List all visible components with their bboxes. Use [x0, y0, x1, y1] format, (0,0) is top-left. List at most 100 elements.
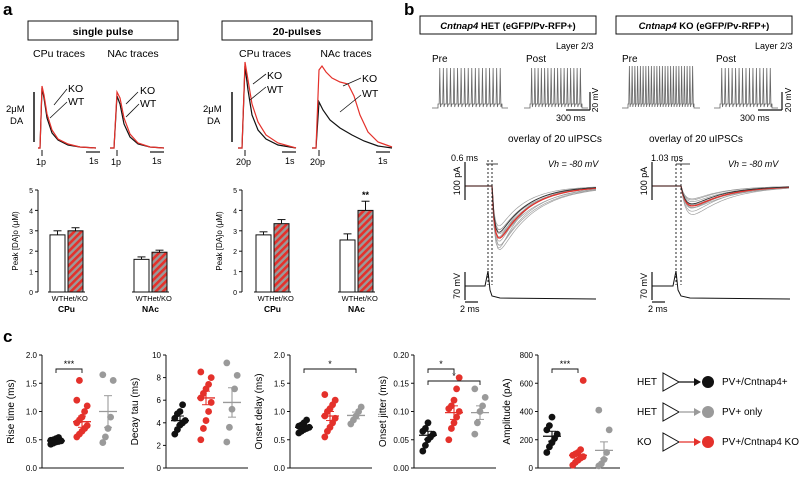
y-tick-label: 0 [29, 290, 33, 297]
group-label: CPu [264, 304, 281, 314]
y-tick-label: 0 [529, 464, 534, 473]
bar [339, 239, 356, 293]
y-tick-label: 6 [157, 396, 162, 405]
data-point [197, 436, 205, 444]
data-point [605, 426, 613, 434]
twenty-nac-ko-label: KO [362, 73, 377, 85]
data-point [424, 419, 432, 427]
data-point [83, 422, 91, 430]
data-point [107, 413, 114, 421]
data-point [223, 359, 231, 367]
group-label: NAc [348, 304, 365, 314]
data-point [548, 413, 556, 421]
single-nac-label: NAc traces [107, 48, 158, 60]
data-point [471, 430, 479, 438]
genotype-legend: HET PV+/Cntnap4+ HET PV+ only KO PV+/Cnt… [637, 372, 799, 452]
twenty-nac-wt-label: WT [362, 88, 379, 100]
single-pulse-title: single pulse [73, 26, 134, 38]
category-label: WT [136, 294, 148, 303]
data-point [81, 408, 88, 415]
data-point [321, 391, 329, 398]
het-delay-label: 0.6 ms [451, 153, 479, 163]
y-tick-label: 3 [29, 229, 33, 236]
ko-title-rest: KO (eGFP/Pv-RFP+) [677, 21, 770, 32]
twenty-pulses-header: 20-pulses [221, 20, 373, 41]
twenty-cpu-ko-label: KO [267, 70, 282, 82]
uipsc-trace [652, 185, 789, 201]
group-label: NAc [142, 304, 159, 314]
het-post-spike-train [524, 67, 588, 109]
ko-mv-spike-scale: 20 mV [783, 87, 793, 112]
uipsc-trace [652, 185, 790, 207]
y-tick-label: 5 [29, 188, 33, 195]
twenty-scale-label-2: DA [207, 116, 221, 127]
y-tick-label: 800 [520, 351, 534, 360]
ko-title-gene: Cntnap4 [639, 21, 678, 32]
data-point [600, 456, 608, 463]
data-point [76, 377, 83, 384]
legend-row-het-cntnap4: HET PV+/Cntnap4+ [637, 372, 788, 392]
het-recording: Cntnap4 HET (eGFP/Pv-RFP+) Layer 2/3 Pre… [419, 15, 602, 314]
y-tick-label: 2 [157, 441, 162, 450]
legend-row-ko: KO PV+/Cntnap4 KO [637, 432, 799, 452]
scatter-c-decay: 0 2 4 6 8 10 Decay tau (ms) [130, 351, 248, 473]
single-stim-label-nac: 1p [111, 157, 121, 167]
y-tick-label: 10 [152, 351, 161, 360]
ko-ms-spike-scale: 300 ms [740, 113, 770, 123]
data-point [543, 449, 551, 456]
y-tick-label: 1 [233, 270, 237, 277]
y-tick-label: 1.0 [274, 408, 286, 417]
category-label: WT [52, 294, 64, 303]
y-tick-label: 0.00 [393, 464, 409, 473]
het-ms-spike-scale: 300 ms [556, 113, 586, 123]
significance-bracket [303, 368, 357, 373]
ko-recording: Cntnap4 KO (eGFP/Pv-RFP+) Layer 2/3 Pre … [615, 15, 793, 314]
uipsc-trace [465, 185, 597, 233]
data-point [207, 374, 215, 381]
legend-label-1: PV+/Cntnap4+ [722, 377, 788, 388]
scatter-c-jitter: 0.00 0.05 0.10 0.15 0.20 Onset jitter (ms) * * [378, 351, 496, 473]
y-tick-label: 2.0 [274, 351, 286, 360]
data-point [321, 433, 329, 441]
bar [255, 234, 272, 293]
uipsc-trace [465, 185, 597, 239]
y-tick-label: 8 [157, 374, 162, 383]
significance-label: * [328, 359, 332, 369]
bar [67, 230, 84, 293]
single-scale-label-1: 2μM [6, 104, 25, 115]
uipsc-trace [465, 185, 597, 246]
uipsc-trace [465, 185, 596, 227]
legend-genotype-2: HET [637, 407, 657, 418]
y-axis-label: Onset jitter (ms) [378, 376, 389, 447]
svg-text:Cntnap4 HET (eGFP/Pv-RFP+): Cntnap4 HET (eGFP/Pv-RFP+) [440, 21, 575, 32]
legend-label-3: PV+/Cntnap4 KO [722, 437, 799, 448]
het-pre-label: Pre [432, 54, 448, 65]
het-pa-scale: 100 pA [452, 167, 462, 196]
significance-bracket [551, 368, 579, 373]
y-tick-label: 2 [233, 249, 237, 256]
data-point [422, 425, 429, 432]
ko-uipsc-overlay [652, 185, 790, 215]
het-layer: Layer 2/3 [556, 41, 594, 51]
scatter-c-onset: 0.0 0.5 1.0 1.5 2.0 Onset delay (ms) * [254, 351, 372, 473]
het-uipsc-overlay [465, 185, 597, 251]
legend-genotype-3: KO [637, 437, 652, 448]
data-point [179, 401, 187, 409]
y-tick-label: 1 [29, 270, 33, 277]
significance-label: *** [560, 359, 571, 369]
y-tick-label: 0 [157, 464, 162, 473]
data-point [176, 408, 184, 415]
bar [151, 251, 168, 293]
data-point [422, 442, 429, 449]
svg-text:Cntnap4 KO (eGFP/Pv-RFP+): Cntnap4 KO (eGFP/Pv-RFP+) [639, 21, 770, 32]
uipsc-trace [652, 185, 790, 215]
y-tick-label: 0.10 [393, 408, 409, 417]
single-time-scale: 1s [89, 156, 99, 166]
significance-bracket [55, 368, 83, 373]
twenty-stim-label: 20p [236, 157, 251, 167]
ko-ms-scale: 2 ms [648, 304, 668, 314]
het-mv-spike-scale: 20 mV [590, 87, 600, 112]
